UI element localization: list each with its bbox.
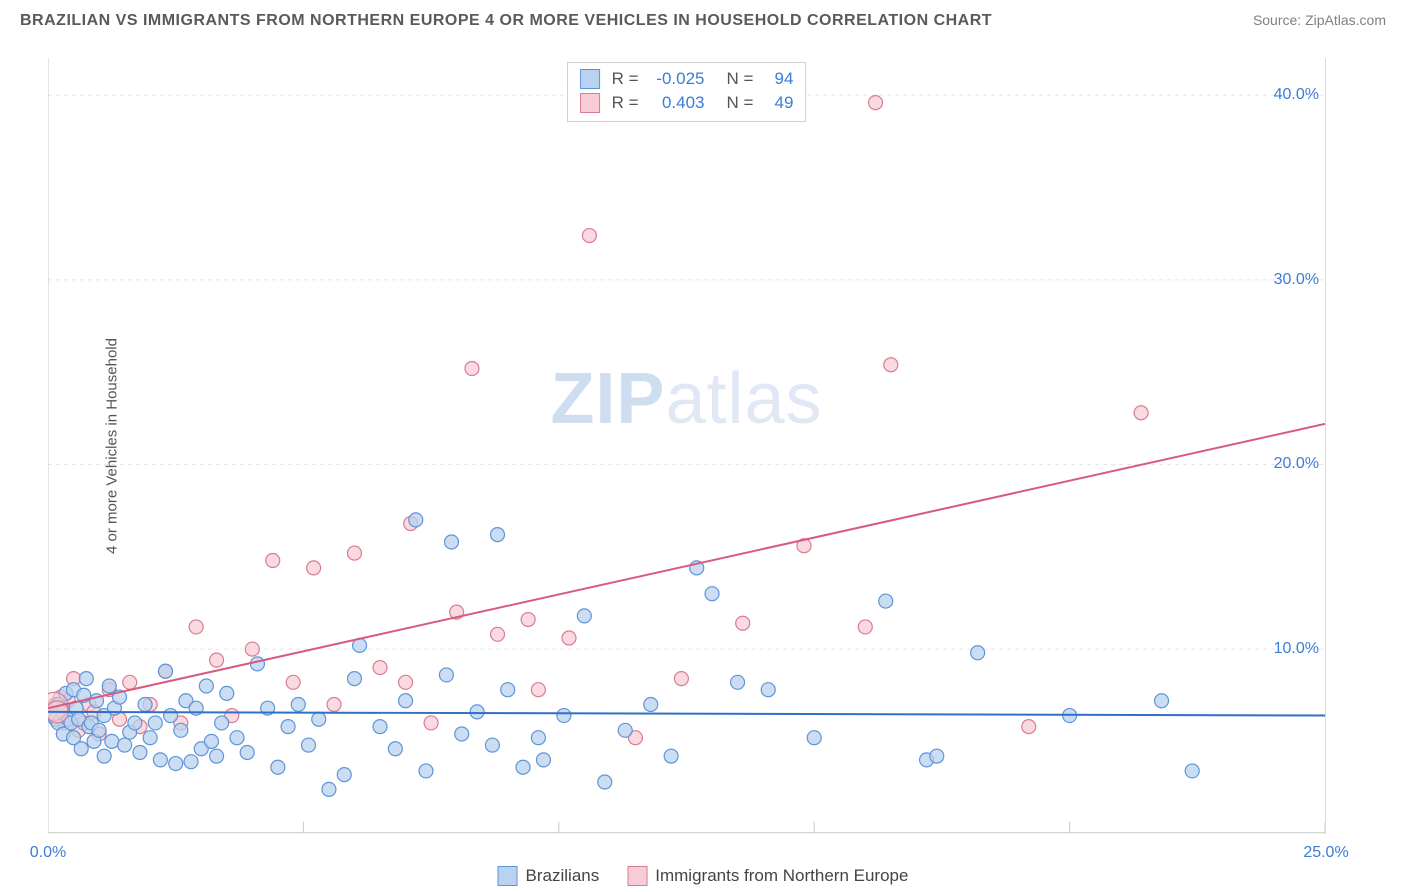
stat-n-label: N = (727, 67, 754, 91)
chart-title: BRAZILIAN VS IMMIGRANTS FROM NORTHERN EU… (20, 12, 992, 30)
stat-r-label: R = (612, 91, 639, 115)
stat-n-label: N = (727, 91, 754, 115)
legend-label: Brazilians (526, 866, 600, 886)
stat-n-value: 94 (761, 67, 793, 91)
y-tick-label: 30.0% (1274, 271, 1319, 289)
stats-row: R = -0.025 N = 94 (580, 67, 794, 91)
x-tick-label: 0.0% (30, 844, 66, 862)
legend-swatch (580, 69, 600, 89)
legend-swatch (498, 866, 518, 886)
x-tick-label: 25.0% (1303, 844, 1348, 862)
chart-area: ZIPatlas R =-0.025N =94R =0.403N =49 10.… (48, 58, 1326, 834)
y-tick-label: 10.0% (1274, 640, 1319, 658)
stat-n-value: 49 (761, 91, 793, 115)
legend-item: Brazilians (498, 866, 600, 886)
y-tick-label: 40.0% (1274, 86, 1319, 104)
legend-label: Immigrants from Northern Europe (655, 866, 908, 886)
legend-swatch (627, 866, 647, 886)
scatter-plot (48, 58, 1325, 834)
y-tick-label: 20.0% (1274, 455, 1319, 473)
stat-r-label: R = (612, 67, 639, 91)
stats-row: R = 0.403 N = 49 (580, 91, 794, 115)
stat-r-value: 0.403 (647, 91, 705, 115)
stats-legend: R = -0.025 N = 94 R = 0.403 N = 49 (567, 62, 807, 122)
stat-r-value: -0.025 (647, 67, 705, 91)
source-label: Source: ZipAtlas.com (1253, 12, 1386, 28)
legend-item: Immigrants from Northern Europe (627, 866, 908, 886)
legend-swatch (580, 93, 600, 113)
series-legend: Brazilians Immigrants from Northern Europ… (498, 866, 909, 886)
